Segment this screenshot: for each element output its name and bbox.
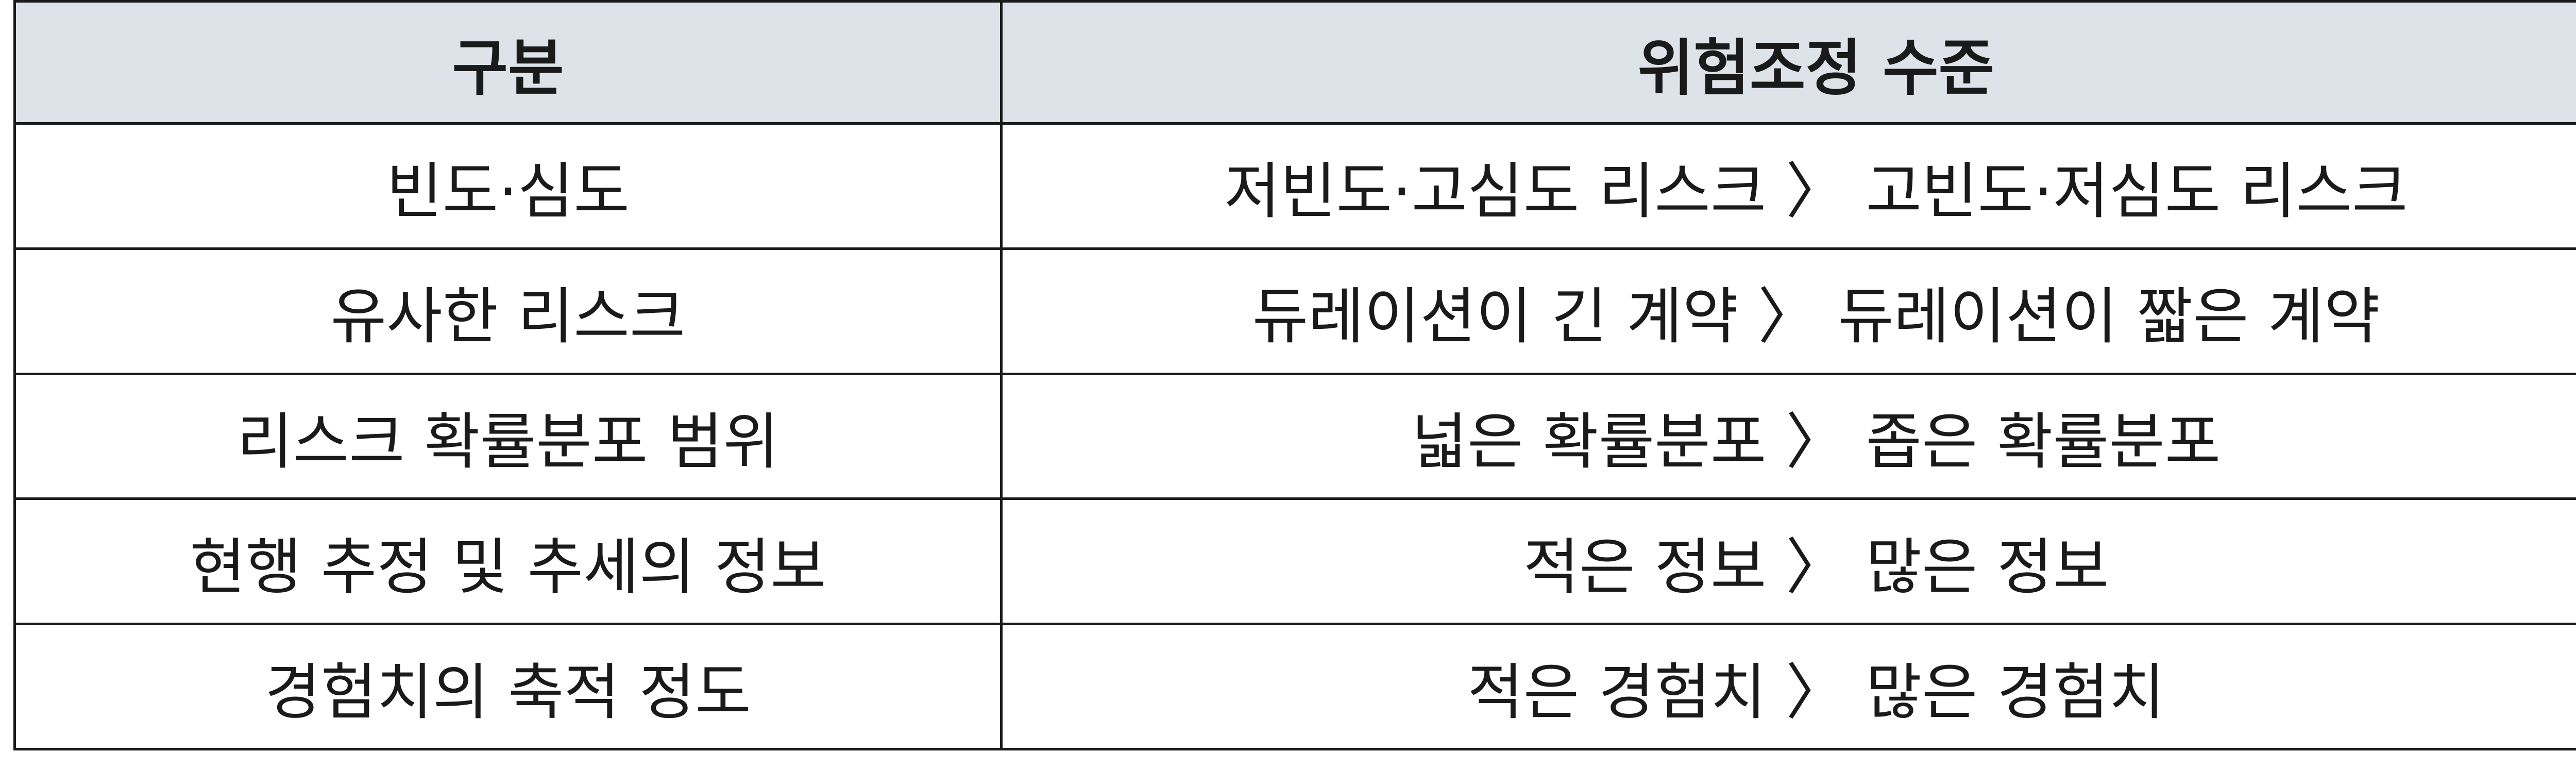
- header-risk-adjustment-level: 위험조정 수준: [1000, 0, 2576, 125]
- row-category-cell: 리스크 확률분포 범위: [13, 372, 1003, 500]
- risk-adjustment-table: 구분 위험조정 수준 빈도·심도 저빈도·고심도 리스크 〉 고빈도·저심도 리…: [13, 0, 2576, 750]
- table-row: 현행 추정 및 추세의 정보 적은 정보 〉 많은 정보: [13, 497, 2576, 626]
- row-level-cell: 듀레이션이 긴 계약 〉 듀레이션이 짧은 계약: [1000, 247, 2576, 375]
- row-category-cell: 경험치의 축적 정도: [13, 623, 1003, 750]
- table-row: 유사한 리스크 듀레이션이 긴 계약 〉 듀레이션이 짧은 계약: [13, 247, 2576, 375]
- table-header-row: 구분 위험조정 수준: [13, 0, 2576, 125]
- table-row: 리스크 확률분포 범위 넓은 확률분포 〉 좁은 확률분포: [13, 372, 2576, 500]
- header-category: 구분: [13, 0, 1003, 125]
- row-category-cell: 현행 추정 및 추세의 정보: [13, 497, 1003, 626]
- row-level-cell: 적은 경험치 〉 많은 경험치: [1000, 623, 2576, 750]
- row-category-cell: 빈도·심도: [13, 122, 1003, 250]
- row-level-cell: 넓은 확률분포 〉 좁은 확률분포: [1000, 372, 2576, 500]
- table-row: 빈도·심도 저빈도·고심도 리스크 〉 고빈도·저심도 리스크: [13, 122, 2576, 250]
- table-row: 경험치의 축적 정도 적은 경험치 〉 많은 경험치: [13, 623, 2576, 750]
- risk-adjustment-table-container: 구분 위험조정 수준 빈도·심도 저빈도·고심도 리스크 〉 고빈도·저심도 리…: [13, 0, 2576, 750]
- row-category-cell: 유사한 리스크: [13, 247, 1003, 375]
- row-level-cell: 적은 정보 〉 많은 정보: [1000, 497, 2576, 626]
- row-level-cell: 저빈도·고심도 리스크 〉 고빈도·저심도 리스크: [1000, 122, 2576, 250]
